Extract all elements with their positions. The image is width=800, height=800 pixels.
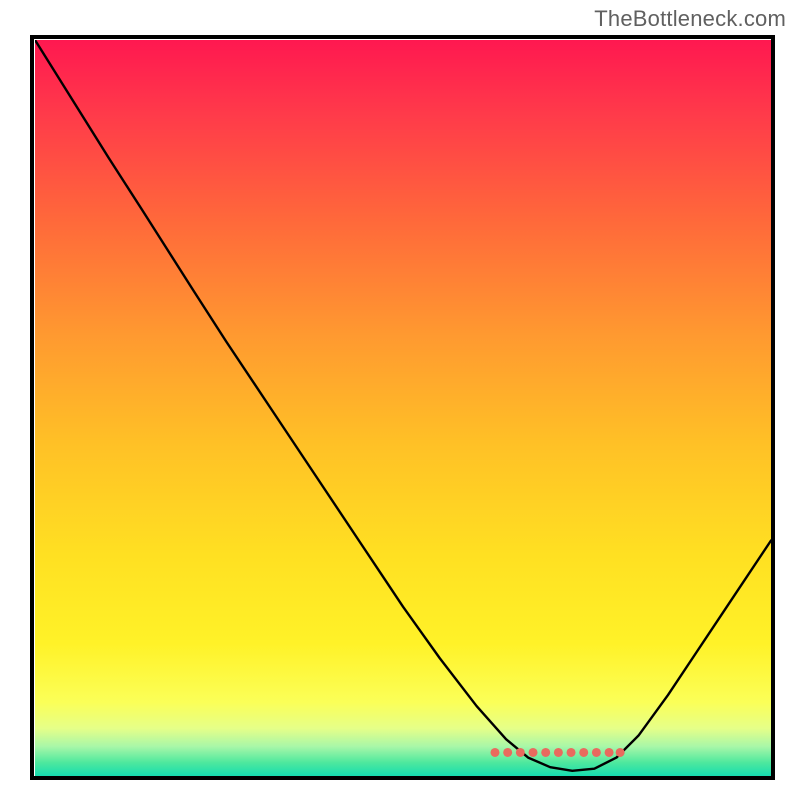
chart-marker	[604, 747, 613, 756]
chart-marker	[541, 747, 550, 756]
chart-marker	[503, 747, 512, 756]
chart-svg	[35, 40, 771, 776]
chart-marker	[490, 747, 499, 756]
watermark: TheBottleneck.com	[594, 6, 786, 32]
chart-area	[35, 40, 771, 776]
chart-marker	[553, 747, 562, 756]
chart-marker	[515, 747, 524, 756]
chart-marker	[528, 747, 537, 756]
chart-background	[35, 40, 771, 776]
chart-marker	[615, 747, 624, 756]
chart-marker	[566, 747, 575, 756]
chart-marker	[591, 747, 600, 756]
chart-marker	[579, 747, 588, 756]
